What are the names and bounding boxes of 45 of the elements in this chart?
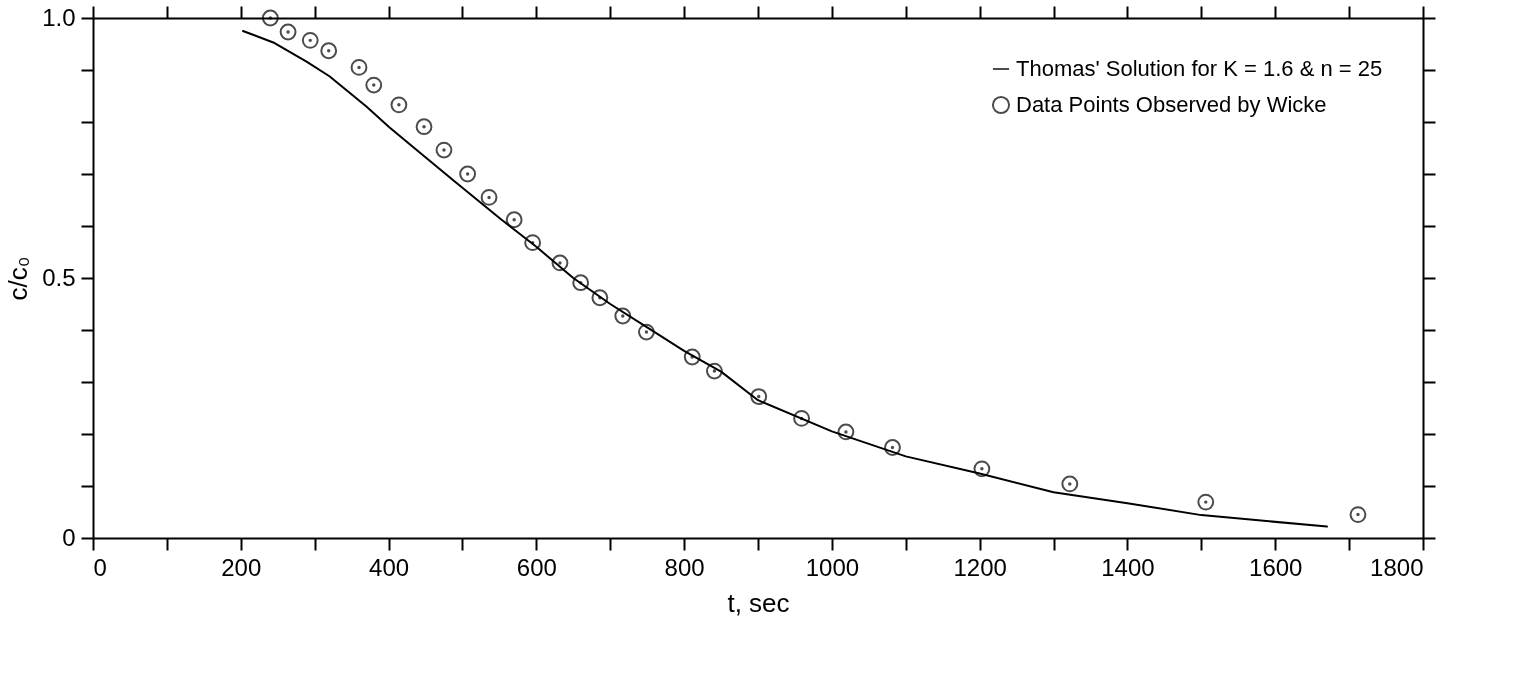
point: [261, 9, 279, 27]
point: [435, 141, 453, 159]
point: [524, 234, 542, 252]
x-axis-title: t, sec: [727, 587, 790, 618]
x-tick-label: 600: [516, 553, 557, 581]
point: [551, 254, 569, 272]
point: [415, 118, 433, 136]
y-axis-title: c/c₀: [3, 256, 34, 301]
y-tick-label: 0: [62, 523, 76, 551]
x-tick-label: 800: [664, 553, 705, 581]
point: [1197, 493, 1215, 511]
point: [320, 42, 338, 60]
legend-label: Thomas' Solution for K = 1.6 & n = 25: [1016, 56, 1383, 81]
point: [572, 274, 590, 292]
point: [459, 165, 477, 183]
x-tick-label: 1600: [1249, 553, 1303, 581]
x-tick-label: 0: [93, 553, 107, 581]
point: [480, 189, 498, 206]
point: [1061, 475, 1079, 493]
y-tick-label: 0.5: [42, 263, 76, 291]
point: [750, 388, 768, 405]
x-tick-label: 400: [369, 553, 410, 581]
x-tick-label: 1400: [1101, 553, 1155, 581]
point: [973, 460, 991, 478]
point: [279, 23, 297, 41]
x-tick-label: 1200: [953, 553, 1007, 581]
point: [614, 307, 632, 325]
point: [837, 423, 855, 441]
y-tick-label: 1.0: [42, 3, 76, 31]
point: [505, 211, 523, 229]
legend-label: Data Points Observed by Wicke: [1016, 92, 1327, 117]
point: [301, 31, 319, 49]
x-tick-label: 1800: [1370, 553, 1424, 581]
point: [793, 410, 811, 427]
x-tick-label: 1000: [805, 553, 860, 581]
point: [683, 348, 701, 366]
point: [365, 76, 383, 94]
point: [591, 289, 609, 307]
point: [1349, 506, 1367, 523]
point: [705, 362, 723, 380]
point: [638, 323, 655, 341]
point: [390, 96, 408, 114]
point: [884, 439, 901, 456]
x-tick-label: 200: [221, 553, 262, 581]
point: [350, 59, 368, 76]
